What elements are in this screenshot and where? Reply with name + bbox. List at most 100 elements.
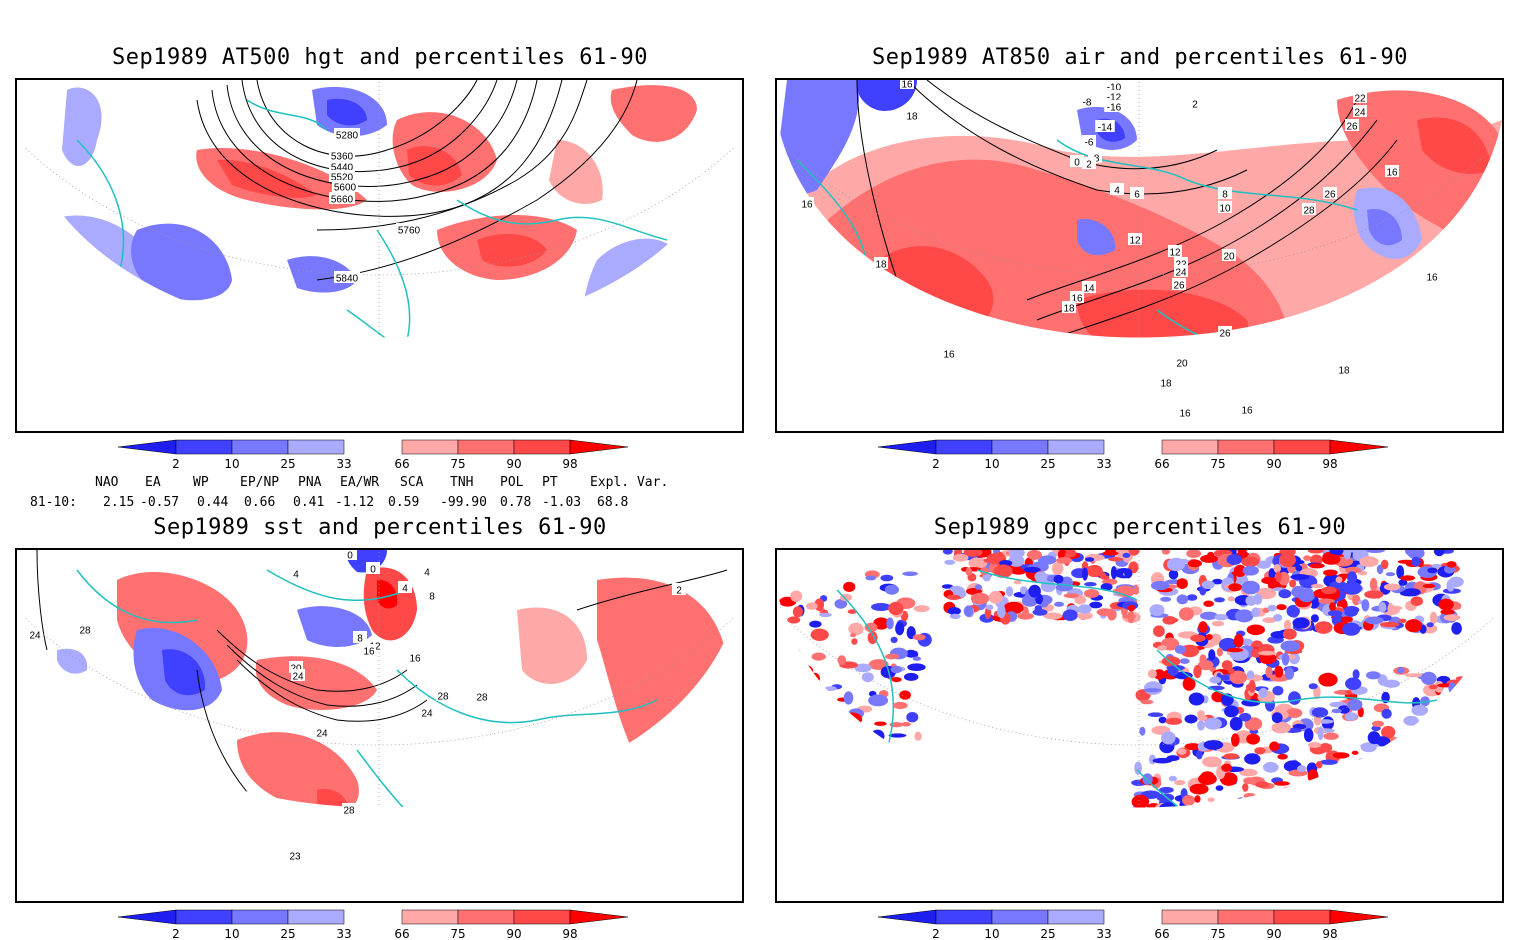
- contour-label-bg: [1104, 100, 1124, 112]
- index-value: 0.59: [388, 495, 420, 510]
- precip-anomaly-cell: [1276, 604, 1287, 611]
- precip-anomaly-cell: [1153, 625, 1165, 637]
- precip-anomaly-cell: [1327, 610, 1343, 617]
- precip-anomaly-cell: [1258, 652, 1277, 665]
- contour-label: 26: [1173, 281, 1185, 292]
- hemisphere-edge-sst: [17, 590, 742, 901]
- precip-anomaly-cell: [888, 601, 904, 615]
- contour-label-bg: [28, 628, 42, 640]
- precip-anomaly-cell: [1054, 601, 1065, 607]
- map-panel-air: 16-10-12-16-8-14-6-802222242618164681012…: [775, 78, 1504, 433]
- contour-label-bg: [289, 567, 303, 579]
- contour-label-bg: [1082, 281, 1096, 293]
- colorbar-tick-label: 10: [984, 927, 999, 940]
- precip-anomaly-cell: [1298, 589, 1315, 603]
- precip-anomaly-cell: [1347, 571, 1358, 584]
- precip-anomaly-cell: [913, 605, 930, 613]
- colorbar-swatch-blue-2: [287, 439, 345, 455]
- index-value: 0.78: [500, 495, 532, 510]
- contour-label: -10: [1107, 83, 1122, 94]
- contour-label-bg: [1218, 187, 1232, 199]
- colorbar-swatch-red-2: [1273, 439, 1331, 455]
- precip-anomaly-cell: [1160, 596, 1172, 602]
- precip-anomaly-cell: [1150, 580, 1170, 591]
- precip-anomaly-cell: [880, 574, 894, 582]
- precip-anomaly-cell: [1244, 717, 1263, 731]
- precip-anomaly-cell: [1214, 614, 1228, 621]
- contour-label: 18: [1063, 304, 1075, 315]
- precip-anomaly-cell: [1429, 611, 1438, 625]
- contour-label: 10: [1219, 204, 1231, 215]
- contour-label: -8: [1083, 98, 1092, 109]
- precip-anomaly-cell: [1403, 715, 1419, 726]
- index-value: 68.8: [597, 495, 629, 510]
- panel-title-hgt: Sep1989 AT500 hgt and percentiles 61-90: [111, 45, 649, 70]
- precip-anomaly-cell: [903, 672, 919, 681]
- precip-anomaly-cell: [1262, 617, 1277, 624]
- colorbar-tick-label: 75: [1210, 927, 1225, 940]
- precip-anomaly-cell: [1269, 741, 1280, 752]
- index-name: EA/WR: [340, 475, 380, 490]
- precip-anomaly-cell: [970, 592, 990, 605]
- colorbar-tick-label: 25: [280, 457, 295, 470]
- precip-anomaly-cell: [810, 628, 829, 641]
- precip-anomaly-cell: [1197, 660, 1214, 671]
- colorbar-arrow-high: [569, 439, 629, 455]
- colorbar-swatch-blue-2: [1047, 439, 1105, 455]
- precip-anomaly-cell: [1134, 761, 1142, 775]
- precip-anomaly-cell: [1448, 576, 1464, 588]
- precip-anomaly-cell: [1265, 666, 1273, 678]
- precip-anomaly-cell: [901, 721, 911, 727]
- colorbar-tick-label: 66: [1154, 927, 1169, 940]
- precip-anomaly-cell: [1167, 665, 1179, 677]
- precip-anomaly-cell: [946, 594, 961, 600]
- precip-anomaly-cell: [1268, 568, 1276, 580]
- contour-label-bg: [329, 192, 355, 204]
- precip-anomaly-cell: [1174, 780, 1186, 786]
- precip-anomaly-cell: [1096, 608, 1113, 616]
- precip-anomaly-cell: [1207, 797, 1215, 803]
- contour-label-bg: [396, 223, 422, 235]
- colorbar-tick-label: 75: [450, 457, 465, 470]
- precip-anomaly-cell: [1227, 668, 1235, 674]
- colorbar-swatch-red-2: [513, 439, 571, 455]
- precip-anomaly-cell: [1323, 569, 1338, 576]
- contour-label-bg: [332, 180, 358, 192]
- contour-label: 26: [1219, 329, 1231, 340]
- colorbar-tick-label: 25: [1040, 457, 1055, 470]
- precip-anomaly-cell: [1420, 696, 1430, 707]
- precip-anomaly-cell: [1278, 589, 1292, 599]
- contour-label-bg: [288, 849, 302, 861]
- contour-label: 16: [943, 350, 955, 361]
- precip-anomaly-cell: [1443, 614, 1461, 621]
- hemisphere-edge-air: [777, 120, 1502, 431]
- precip-anomaly-cell: [1166, 755, 1180, 762]
- precip-anomaly-cell: [912, 656, 922, 661]
- contour-label: 24: [1354, 108, 1366, 119]
- precip-anomaly-cell: [1344, 606, 1360, 614]
- precip-anomaly-cell: [1211, 620, 1225, 627]
- precip-anomaly-cell: [1233, 564, 1247, 577]
- colorbar-swatch-red-1: [457, 909, 515, 925]
- contour-labels-sst: 2428004448812161620242424282828232: [28, 550, 686, 863]
- precip-anomaly-cell: [1271, 712, 1283, 724]
- precip-anomaly-cell: [1176, 594, 1189, 605]
- precip-anomaly-cell: [1323, 732, 1339, 740]
- index-name: Expl. Var.: [590, 475, 669, 490]
- precip-anomaly-cell: [1319, 759, 1338, 765]
- colorbar-arrow-low: [117, 439, 177, 455]
- precip-anomaly-cell: [1065, 550, 1077, 558]
- colorbar-tick-label: 75: [1210, 457, 1225, 470]
- precip-anomaly-cell: [949, 613, 961, 619]
- colorbar-tick-label: 33: [1096, 457, 1111, 470]
- precip-anomaly-cell: [993, 564, 1013, 578]
- precip-anomaly-cell: [1344, 712, 1358, 721]
- precip-anomaly-cell: [1286, 708, 1303, 718]
- precip-anomaly-cell: [1267, 604, 1277, 612]
- precip-anomaly-cell: [1122, 552, 1131, 558]
- contour-label-bg: [1323, 187, 1337, 199]
- precip-anomaly-cell: [1290, 574, 1310, 580]
- precip-anomaly-cell: [1197, 720, 1205, 731]
- precip-anomaly-cell: [1273, 781, 1290, 786]
